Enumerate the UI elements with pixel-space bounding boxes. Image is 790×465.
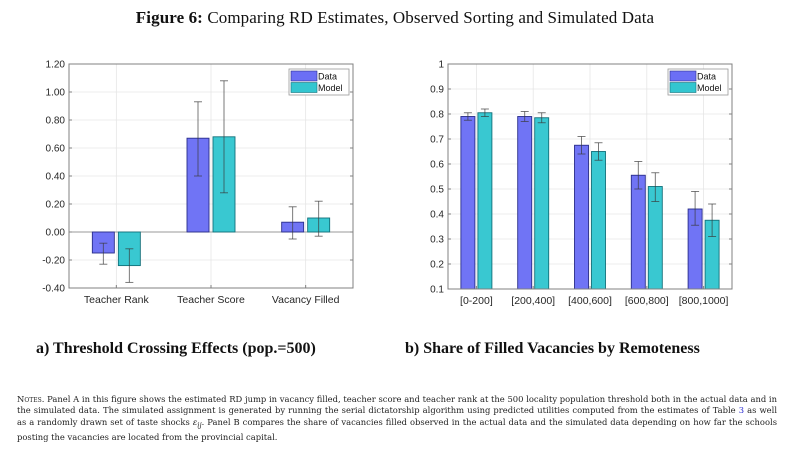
notes-text-1: Panel A in this figure shows the estimat…	[17, 394, 777, 416]
x-category-label: [200,400]	[511, 295, 555, 307]
legend-swatch-model	[290, 82, 318, 93]
x-category-label: Teacher Rank	[84, 294, 150, 306]
y-tick-label: 0.7	[430, 135, 444, 146]
legend-label-data: Data	[697, 72, 716, 82]
bar-model	[534, 117, 550, 290]
x-category-label: Teacher Score	[177, 294, 245, 306]
y-tick-label: 0.40	[46, 172, 66, 183]
bar-data	[517, 116, 533, 290]
legend-swatch-data	[290, 70, 318, 82]
figure-title-text: Comparing RD Estimates, Observed Sorting…	[207, 8, 655, 27]
y-tick-label: 1.20	[46, 60, 66, 71]
table-reference-link[interactable]: 3	[738, 405, 745, 416]
y-tick-label: 0.1	[430, 285, 444, 296]
x-category-label: [0-200]	[460, 295, 493, 307]
x-category-label: [400,600]	[568, 295, 612, 307]
legend-label-model: Model	[697, 83, 722, 93]
x-category-label: [600,800]	[625, 295, 669, 307]
legend-swatch-data	[669, 70, 697, 82]
legend-label-model: Model	[318, 83, 343, 93]
y-tick-label: -0.40	[42, 284, 65, 295]
y-tick-label: 0.3	[430, 235, 444, 246]
y-tick-label: 0.4	[430, 210, 444, 221]
notes-text-2: as well as a randomly drawn set of taste…	[17, 405, 777, 427]
figure-notes: Notes. Panel A in this figure shows the …	[17, 394, 777, 443]
y-tick-label: 0.00	[46, 228, 66, 239]
figure-label: Figure 6:	[135, 8, 203, 27]
chart-panel-a: 1.20 1.00 0.80 0.60 0.40 0.20 0.00 -0.20 -0.40 Te…	[42, 60, 354, 306]
y-tick-label: 1	[438, 60, 444, 71]
y-tick-label: 0.6	[430, 160, 444, 171]
figure-title: Figure 6: Comparing RD Estimates, Observ…	[0, 8, 790, 28]
bar-model	[591, 151, 606, 290]
epsilon-subscript: ij	[197, 421, 202, 430]
epsilon-symbol: ε	[192, 416, 198, 427]
y-tick-label: -0.20	[42, 256, 65, 267]
y-tick-label: 0.8	[430, 110, 444, 121]
y-tick-label: 0.2	[430, 260, 444, 271]
bar-data	[630, 174, 646, 290]
x-category-label: [800,1000]	[679, 295, 729, 307]
chart-panel-b: 1 0.9 0.8 0.7 0.6 0.5 0.4 0.3 0.2 0.1 [0-200] [200,…	[430, 60, 733, 307]
y-tick-label: 0.60	[46, 144, 66, 155]
notes-label: Notes.	[17, 394, 45, 404]
y-tick-label: 0.5	[430, 185, 444, 196]
bar-data	[460, 116, 476, 290]
y-tick-label: 1.00	[46, 88, 66, 99]
panel-a-caption: a) Threshold Crossing Effects (pop.=500)	[36, 340, 316, 357]
bar-data	[574, 144, 589, 290]
legend-swatch-model	[669, 82, 697, 93]
y-tick-label: 0.20	[46, 200, 66, 211]
x-category-label: Vacancy Filled	[272, 294, 340, 306]
notes-text-3: . Panel B compares the share of vacancie…	[17, 416, 777, 442]
y-tick-label: 0.9	[430, 85, 444, 96]
bar-model	[477, 112, 493, 290]
legend-label-data: Data	[318, 72, 337, 82]
panel-b-caption: b) Share of Filled Vacancies by Remotene…	[405, 340, 700, 357]
y-tick-label: 0.80	[46, 116, 66, 127]
